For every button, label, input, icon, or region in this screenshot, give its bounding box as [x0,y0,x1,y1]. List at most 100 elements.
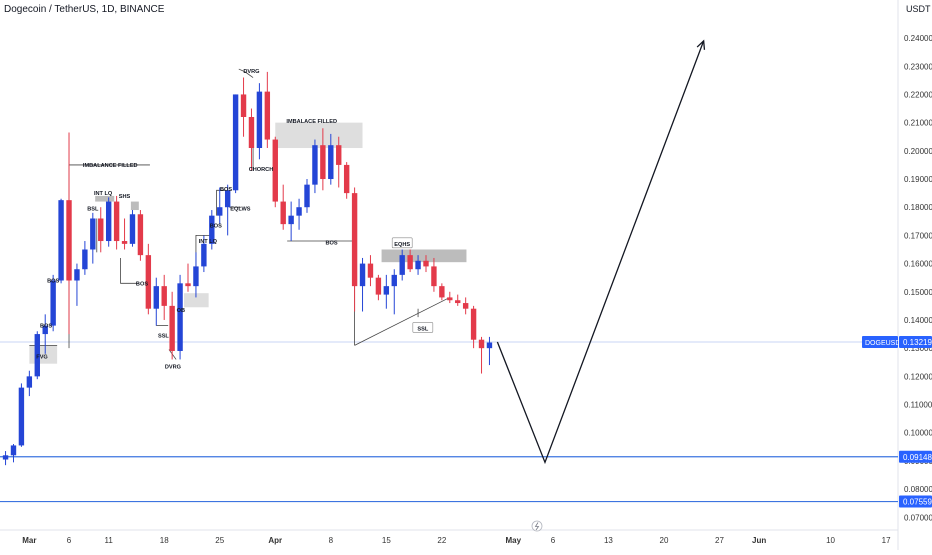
candle-up [50,280,56,326]
price-tick-label: 0.07000 [904,513,932,522]
current-price-tag-text: 0.13219 [903,338,932,347]
price-tick-label: 0.19000 [904,175,932,184]
candle-up [177,283,183,351]
price-tick-label: 0.12000 [904,372,932,381]
annotation-label: BOS [47,279,59,285]
candle-up [105,201,112,242]
candle-down [351,193,358,287]
candle-down [455,300,461,304]
time-tick-label: 18 [160,536,169,545]
candle-up [90,218,96,250]
candle-up [201,243,207,267]
annotation-label: BOS [210,224,222,230]
candle-up [312,145,318,185]
candle-up [193,266,199,287]
candle-up [256,91,263,149]
candle-up [415,260,421,270]
candle-down [343,164,350,194]
zone-box [381,249,467,263]
structure-line [238,68,254,78]
time-tick-label: Mar [22,536,36,545]
annotation-label: DVRG [165,364,181,370]
candle-up [328,145,334,180]
price-tick-label: 0.08000 [904,485,932,494]
candle-down [431,266,437,287]
time-tick-label: 25 [215,536,224,545]
candle-up [304,184,310,208]
annotation-label: EQLWS [230,207,250,213]
time-tick-label: 20 [660,536,669,545]
candle-down [447,297,453,301]
time-tick-label: 13 [604,536,613,545]
time-tick-label: 22 [437,536,446,545]
annotation-label: IMBALACE FILLED [286,119,337,125]
candle-down [478,339,485,349]
candle-up [209,215,215,244]
candle-down [264,91,271,140]
time-tick-label: May [505,536,521,545]
candle-down [240,94,247,117]
lightning-icon [534,522,540,531]
candle-up [74,269,80,281]
candle-up [153,286,159,309]
time-tick-label: 17 [882,536,891,545]
annotation-label: CHORCH [249,167,274,173]
zone-box [95,195,115,202]
current-price-tag [899,335,932,348]
candle-up [42,325,48,335]
candle-up [10,445,17,456]
candle-down [185,283,191,287]
candle-down [169,305,175,351]
annotation-label: OB [177,308,185,314]
candle-up [391,274,397,287]
annotation-label: EQHS [394,242,410,248]
candle-down [439,286,445,298]
annotation-label: BSL [87,207,99,213]
price-tick-label: 0.21000 [904,119,932,128]
candle-up [217,207,223,216]
zone-box [275,122,363,149]
candle-up [288,215,294,225]
annotation-label: BOS [220,187,232,193]
candle-down [66,200,72,281]
annotation-box [391,237,413,249]
time-tick-label: Apr [268,536,282,545]
price-tick-label: 0.15000 [904,288,932,297]
candle-up [383,286,390,295]
zone-box [184,293,209,308]
annotation-label: SHS [119,194,131,200]
candle-down [336,145,342,165]
level-price-tag-text: 0.07559 [903,498,932,507]
candle-down [121,241,128,244]
replay-icon[interactable] [531,520,543,532]
candle-up [486,342,493,349]
annotation-label: DVRG [243,69,259,75]
candle-down [145,255,152,309]
time-tick-label: 6 [551,536,556,545]
annotation-label: BOS [326,240,338,246]
currency-label: USDT [906,4,931,14]
structure-line [120,257,139,284]
candle-up [34,334,40,377]
time-tick-label: 10 [826,536,835,545]
price-tick-label: 0.16000 [904,260,932,269]
candle-up [18,387,25,446]
annotation-label: SSL [417,326,428,332]
annotation-box [412,322,434,333]
time-tick-label: 11 [105,536,114,545]
projection-arrow-head [696,39,706,50]
candle-up [359,263,366,287]
price-tick-label: 0.23000 [904,62,932,71]
price-tick-label: 0.24000 [904,34,932,43]
price-tick-label: 0.18000 [904,203,932,212]
symbol-badge-text: DOGEUSDT [865,340,905,347]
candle-down [248,116,255,149]
annotation-label: IMBALANCE FILLED [83,163,138,169]
price-tick-label: 0.14000 [904,316,932,325]
annotation-label: INT LQ [199,239,218,245]
candle-up [296,207,302,216]
candle-down [423,260,429,267]
candle-up [399,255,405,275]
